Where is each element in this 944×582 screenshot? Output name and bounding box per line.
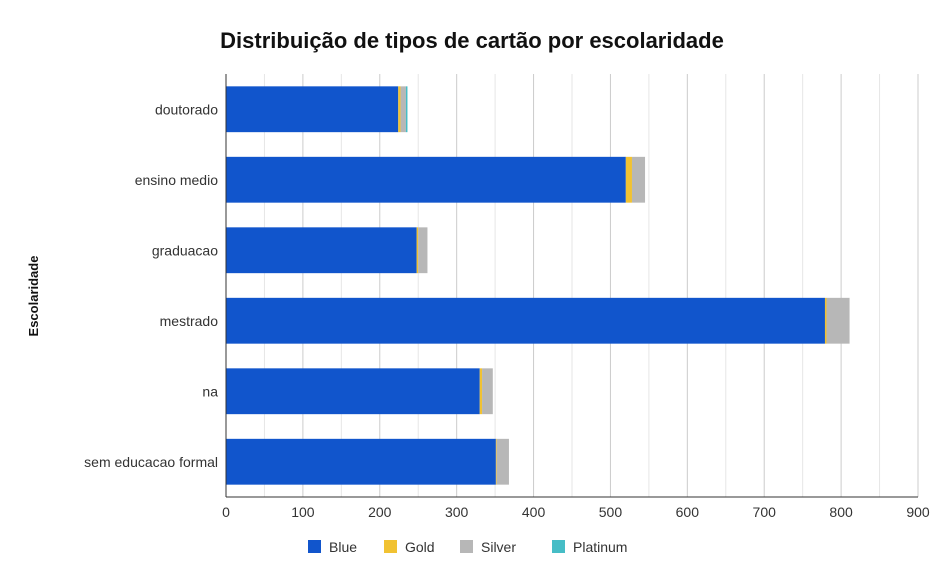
x-tick-label: 500 [599,504,623,520]
bar-segment-blue[interactable] [226,156,626,203]
bars [226,86,850,485]
bar-segment-blue[interactable] [226,368,480,415]
bar-segment-silver[interactable] [400,86,406,133]
bar-segment-silver[interactable] [631,156,646,203]
bar-segment-silver[interactable] [418,227,428,274]
x-tick-label: 100 [291,504,315,520]
y-tick-label: mestrado [160,313,219,329]
legend-swatch [460,540,473,553]
x-tick-label: 900 [906,504,930,520]
bar-segment-gold[interactable] [495,438,497,485]
y-tick-label: ensino medio [135,172,218,188]
bar-segment-silver[interactable] [826,297,850,344]
bar-segment-blue[interactable] [226,297,825,344]
legend-swatch [384,540,397,553]
chart-title: Distribuição de tipos de cartão por esco… [220,28,724,53]
bar-segment-gold[interactable] [625,156,632,203]
bar-segment-blue[interactable] [226,227,417,274]
x-tick-label: 400 [522,504,546,520]
x-tick-label: 700 [753,504,777,520]
bar-segment-silver[interactable] [482,368,493,415]
x-tick-label: 800 [829,504,853,520]
legend-label: Gold [405,539,435,555]
bar-segment-gold[interactable] [479,368,483,415]
bar-segment-platinum[interactable] [405,86,408,133]
legend-item-platinum[interactable]: Platinum [552,539,627,555]
x-tick-label: 0 [222,504,230,520]
legend-item-blue[interactable]: Blue [308,539,357,555]
legend-label: Silver [481,539,516,555]
legend-item-silver[interactable]: Silver [460,539,516,555]
bar-segment-blue[interactable] [226,86,399,133]
bar-segment-gold[interactable] [416,227,419,274]
axes: 0 100 200 300 400 500 600 700 800 900 doutorado ens… [84,74,930,520]
legend-label: Platinum [573,539,627,555]
legend-label: Blue [329,539,357,555]
y-tick-label: doutorado [155,101,218,117]
x-tick-label: 200 [368,504,392,520]
legend-swatch [308,540,321,553]
bar-segment-blue[interactable] [226,438,496,485]
y-tick-label: graduacao [152,242,218,258]
bar-segment-gold[interactable] [398,86,401,133]
x-tick-label: 300 [445,504,469,520]
gridlines [263,74,919,497]
bar-segment-silver[interactable] [496,438,509,485]
legend-item-gold[interactable]: Gold [384,539,435,555]
y-tick-label: sem educacao formal [84,454,218,470]
legend[interactable]: Blue Gold Silver Platinum [308,539,627,555]
y-tick-label: na [202,383,218,399]
legend-swatch [552,540,565,553]
bar-segment-gold[interactable] [824,297,827,344]
y-axis-label: Escolaridade [26,256,41,337]
x-tick-label: 600 [676,504,700,520]
